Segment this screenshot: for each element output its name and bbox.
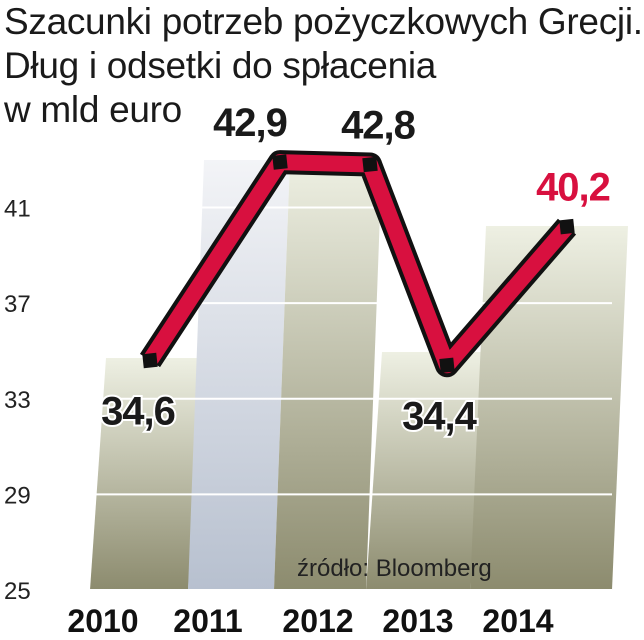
data-markers — [142, 154, 575, 373]
data-point-2014 — [559, 218, 575, 235]
x-tick-label: 2011 — [173, 603, 242, 639]
data-point-2010 — [142, 352, 158, 369]
column-2014 — [470, 226, 628, 590]
gridlines — [38, 206, 612, 591]
title-line-3: w mld euro — [4, 89, 182, 130]
data-label: 34,6 — [101, 390, 175, 434]
y-tick-label: 33 — [4, 387, 31, 414]
background-columns — [90, 160, 628, 590]
data-label: 42,8 — [341, 103, 416, 147]
x-tick-label: 2013 — [382, 603, 453, 639]
data-label: 42,9 — [213, 101, 287, 145]
title-line-1: Szacunki potrzeb pożyczkowych Grecji. — [4, 1, 643, 42]
x-tick-label: 2012 — [282, 603, 353, 639]
x-tick-label: 2010 — [67, 603, 138, 639]
column-2013 — [366, 352, 486, 590]
x-axis-ticks: 2010 2011 2012 2013 2014 — [67, 603, 553, 639]
y-axis-ticks: 25 29 33 37 41 — [4, 196, 31, 606]
data-label: 40,2 — [536, 166, 610, 210]
data-label: 34,4 — [402, 394, 478, 438]
y-tick-label: 41 — [4, 196, 31, 223]
data-point-2011 — [272, 154, 288, 170]
data-point-2012 — [362, 156, 378, 173]
x-tick-label: 2014 — [482, 603, 553, 639]
y-tick-label: 37 — [4, 291, 31, 318]
column-2012 — [274, 160, 382, 590]
data-point-2013 — [439, 357, 455, 373]
y-tick-label: 25 — [4, 578, 31, 605]
column-2010 — [90, 358, 204, 590]
title-line-2: Dług i odsetki do spłacenia — [4, 45, 437, 86]
y-tick-label: 29 — [4, 482, 31, 509]
source-note: źródło: Bloomberg — [297, 555, 492, 582]
data-labels: 34,6 42,9 42,8 34,4 40,2 — [99, 99, 613, 440]
